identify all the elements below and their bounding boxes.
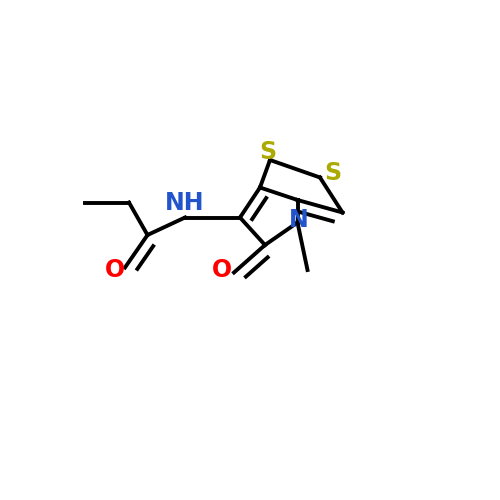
Text: S: S — [324, 160, 341, 184]
Text: O: O — [212, 258, 232, 282]
Text: N: N — [288, 208, 308, 232]
Text: O: O — [105, 258, 125, 282]
Text: S: S — [259, 140, 276, 164]
Text: NH: NH — [165, 190, 205, 214]
